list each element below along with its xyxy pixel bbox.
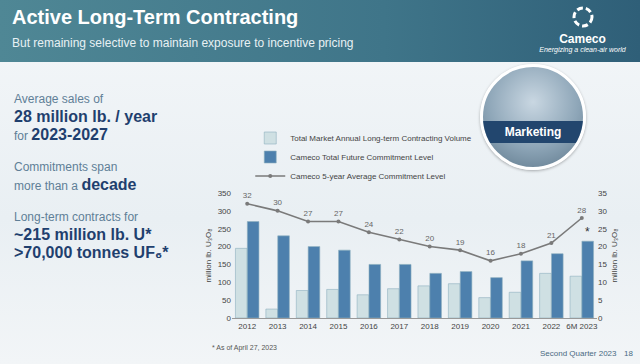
svg-text:*: *: [585, 225, 590, 239]
svg-text:250: 250: [218, 225, 232, 234]
html-text:more than adecade: more than adecade: [14, 176, 137, 193]
html-text:Marketing: Marketing: [504, 125, 562, 139]
svg-text:100: 100: [218, 278, 232, 287]
html-text:for2023-2027: for2023-2027: [14, 126, 108, 143]
svg-text:50: 50: [222, 296, 231, 305]
svg-text:300: 300: [218, 207, 232, 216]
html-text:Active Long-Term Contracting: Active Long-Term Contracting: [12, 6, 299, 28]
svg-text:0: 0: [598, 314, 603, 323]
html-text:Long-term contracts for: Long-term contracts for: [14, 210, 139, 224]
svg-text:2015: 2015: [330, 322, 348, 331]
svg-text:2019: 2019: [451, 322, 469, 331]
svg-text:2020: 2020: [482, 322, 500, 331]
svg-text:million lb. U₃O₈: million lb. U₃O₈: [610, 228, 619, 282]
svg-text:150: 150: [218, 260, 232, 269]
svg-text:2018: 2018: [421, 322, 439, 331]
svg-text:2014: 2014: [299, 322, 317, 331]
svg-text:2013: 2013: [269, 322, 287, 331]
svg-text:35: 35: [598, 189, 607, 198]
svg-text:0: 0: [227, 314, 232, 323]
svg-text:19: 19: [456, 238, 465, 247]
html-text:Cameco: Cameco: [559, 32, 606, 46]
html-text:But remaining selective to mai: But remaining selective to maintain expo…: [12, 36, 354, 50]
svg-text:6M 2023: 6M 2023: [566, 322, 598, 331]
html-text:>70,000 tonnes UF₆*: >70,000 tonnes UF₆*: [14, 244, 169, 261]
svg-text:5: 5: [598, 296, 603, 305]
html-text:Commitments span: Commitments span: [14, 160, 118, 174]
svg-text:30: 30: [598, 207, 607, 216]
svg-text:2017: 2017: [390, 322, 408, 331]
svg-text:24: 24: [364, 220, 373, 229]
svg-text:Total Market Annual Long-term: Total Market Annual Long-term Contractin…: [290, 134, 472, 143]
svg-text:10: 10: [598, 278, 607, 287]
html-text:* As of April 27, 2023: * As of April 27, 2023: [212, 344, 277, 351]
svg-text:200: 200: [218, 242, 232, 251]
svg-text:Cameco 5-year Average Commitme: Cameco 5-year Average Commitment Level: [290, 172, 445, 181]
svg-text:28: 28: [577, 206, 586, 215]
svg-text:Cameco Total Future Commitment: Cameco Total Future Commitment Level: [290, 153, 433, 162]
svg-text:20: 20: [598, 242, 607, 251]
svg-text:15: 15: [598, 260, 607, 269]
svg-text:30: 30: [273, 198, 282, 207]
html-text:18: 18: [624, 349, 633, 358]
svg-text:2012: 2012: [238, 322, 256, 331]
html-text:Second Quarter 2023: Second Quarter 2023: [540, 349, 617, 358]
svg-text:27: 27: [334, 209, 343, 218]
svg-text:20: 20: [425, 234, 434, 243]
html-text:28 million lb. / year: 28 million lb. / year: [14, 108, 158, 125]
svg-text:2016: 2016: [360, 322, 378, 331]
svg-text:32: 32: [243, 191, 252, 200]
svg-text:27: 27: [304, 209, 313, 218]
html-text:Average sales of: Average sales of: [14, 92, 104, 106]
svg-text:2022: 2022: [542, 322, 560, 331]
html-text:~215 million lb. U*: ~215 million lb. U*: [14, 226, 152, 243]
svg-text:16: 16: [486, 248, 495, 257]
svg-text:21: 21: [547, 231, 556, 240]
svg-text:18: 18: [517, 241, 526, 250]
svg-text:25: 25: [598, 225, 607, 234]
html-text:Energizing a clean-air world: Energizing a clean-air world: [539, 46, 626, 53]
svg-text:million lb. U₃O₈: million lb. U₃O₈: [204, 228, 213, 282]
svg-text:2021: 2021: [512, 322, 530, 331]
svg-text:350: 350: [218, 189, 232, 198]
svg-text:22: 22: [395, 227, 404, 236]
